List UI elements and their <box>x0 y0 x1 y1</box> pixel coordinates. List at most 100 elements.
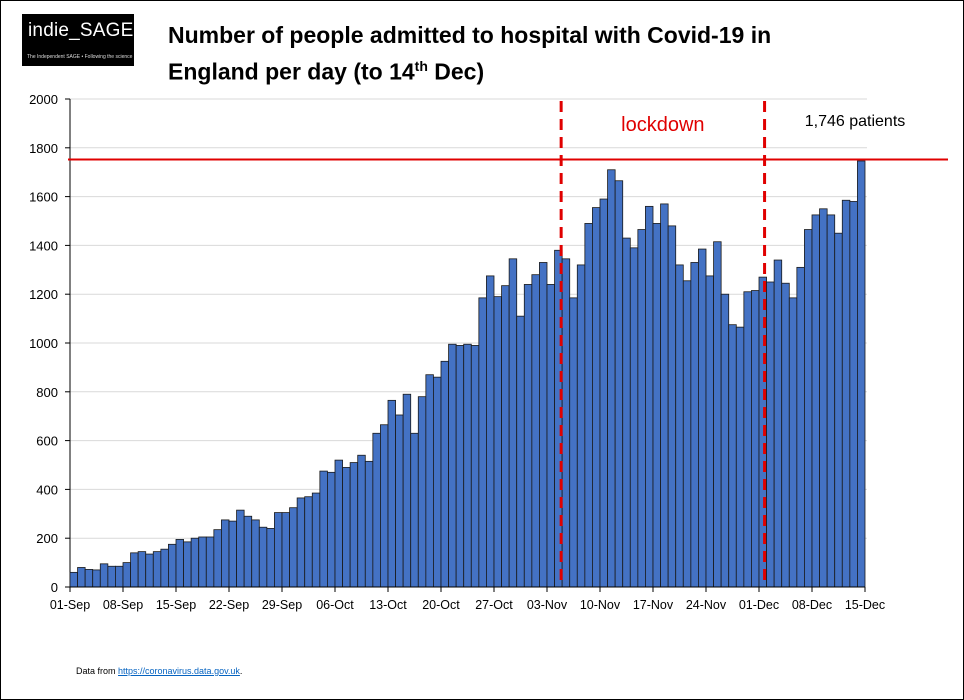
bar <box>539 262 548 588</box>
bar <box>614 180 624 588</box>
chart-title: Number of people admitted to hospital wi… <box>168 20 771 88</box>
bar <box>258 526 268 588</box>
bar <box>690 262 699 588</box>
bar <box>84 569 94 588</box>
bar <box>523 284 533 588</box>
bar <box>501 285 510 588</box>
bar <box>781 282 790 588</box>
x-tick-label: 06-Oct <box>316 598 354 612</box>
bar <box>364 460 374 588</box>
bar <box>607 169 616 588</box>
bar <box>622 237 631 588</box>
bar <box>440 360 449 588</box>
chart-title-line2-pre: England per day (to 14 <box>168 58 415 85</box>
lockdown-label: lockdown <box>621 114 704 136</box>
bar <box>327 471 336 588</box>
y-tick-label: 1600 <box>29 190 58 205</box>
bar <box>751 290 760 588</box>
bar <box>592 207 601 588</box>
bar <box>675 264 684 588</box>
x-tick-label: 24-Nov <box>686 598 727 612</box>
bar <box>455 345 465 588</box>
bar <box>137 551 147 588</box>
x-tick-label: 01-Sep <box>50 598 90 612</box>
bar <box>130 552 139 588</box>
bar <box>645 205 654 588</box>
x-tick-label: 13-Oct <box>369 598 407 612</box>
bar <box>796 266 805 588</box>
bar <box>69 571 78 588</box>
chart-title-line2: England per day (to 14th Dec) <box>168 51 771 88</box>
bar <box>380 424 389 588</box>
bar <box>221 519 230 588</box>
threshold-label: 1,746 patients <box>805 113 906 130</box>
bar <box>145 553 154 588</box>
y-tick-label: 800 <box>36 385 58 400</box>
y-tick-label: 1400 <box>29 238 58 253</box>
bar <box>470 345 480 588</box>
source-link[interactable]: https://coronavirus.data.gov.uk <box>118 666 240 676</box>
bar <box>834 232 843 588</box>
bar <box>705 275 714 588</box>
bar <box>826 214 836 588</box>
chart-title-line1: Number of people admitted to hospital wi… <box>168 22 772 48</box>
bar <box>160 548 169 588</box>
bar <box>743 291 752 588</box>
bar <box>236 509 245 588</box>
bar <box>682 280 692 588</box>
y-tick-label: 400 <box>36 482 58 497</box>
x-tick-label: 22-Sep <box>209 598 249 612</box>
bar <box>349 462 359 588</box>
bar <box>274 512 283 588</box>
bar <box>243 515 253 588</box>
y-axis: 0 200 400 600 800 1000 1200 1400 1600 1800 2000 <box>29 92 71 595</box>
bar <box>213 529 222 588</box>
y-tick-label: 0 <box>51 580 58 595</box>
x-axis: 01-Sep 08-Sep 15-Sep 22-Sep 29-Sep 06-Oct 13-O… <box>50 586 885 612</box>
y-tick-label: 2000 <box>29 92 58 107</box>
bar <box>251 519 260 588</box>
bar <box>599 198 608 588</box>
bar <box>478 297 487 588</box>
bar <box>841 199 851 588</box>
bar <box>190 537 200 588</box>
bar <box>228 520 237 588</box>
x-tick-label: 29-Sep <box>262 598 302 612</box>
bar <box>77 567 86 588</box>
bar <box>425 374 434 588</box>
bar <box>629 247 639 588</box>
source-suffix: . <box>239 666 243 676</box>
y-tick-label: 200 <box>36 531 58 546</box>
bar <box>168 543 177 588</box>
chart-title-superscript: th <box>414 58 428 74</box>
indie-sage-logo: indie_SAGE The Independent SAGE • Follow… <box>22 14 134 66</box>
x-tick-label: 03-Nov <box>527 598 568 612</box>
y-tick-label: 1800 <box>29 141 58 156</box>
bar <box>728 324 737 588</box>
x-tick-label: 01-Dec <box>739 598 779 612</box>
bar <box>576 264 586 588</box>
bar <box>357 454 366 588</box>
bar <box>289 507 298 588</box>
bar <box>561 258 571 588</box>
bar <box>99 563 109 588</box>
bar <box>311 492 321 588</box>
bar <box>205 536 215 588</box>
bar <box>713 241 722 588</box>
x-tick-label: 20-Oct <box>422 598 460 612</box>
source-prefix: Data from <box>76 666 119 676</box>
bar <box>304 496 313 588</box>
bar <box>402 393 412 588</box>
x-tick-label: 08-Sep <box>103 598 143 612</box>
bar <box>92 569 101 588</box>
bar <box>319 470 328 588</box>
bar <box>463 343 472 588</box>
overlays: 1,746 patients lockdown <box>68 101 948 582</box>
bar <box>584 223 593 588</box>
bar <box>198 536 207 588</box>
x-tick-label: 15-Sep <box>156 598 196 612</box>
x-tick-label: 15-Dec <box>845 598 885 612</box>
x-tick-label: 10-Nov <box>580 598 621 612</box>
bar <box>720 293 730 588</box>
